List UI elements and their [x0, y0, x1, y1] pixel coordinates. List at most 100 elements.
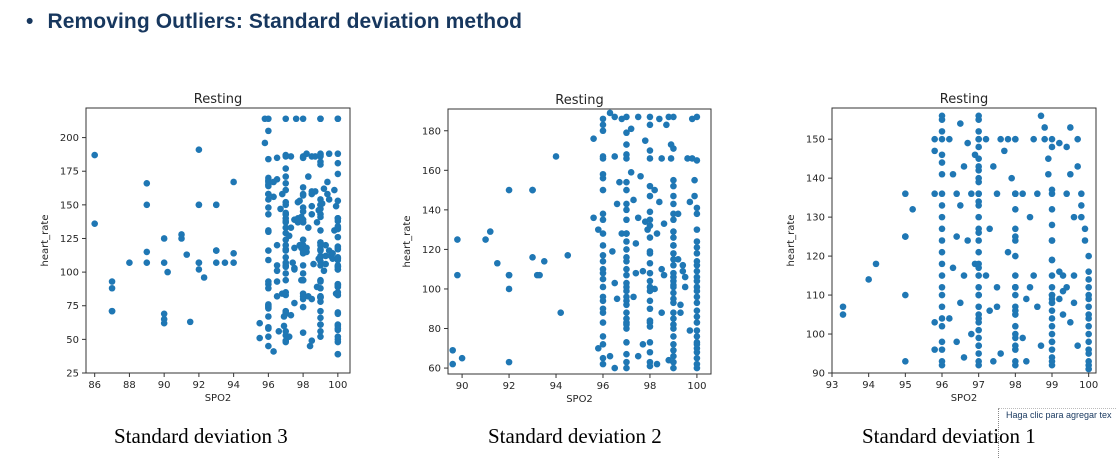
scatter-point: [1085, 283, 1092, 291]
scatter-point: [334, 254, 342, 261]
x-axis-label: SPO2: [566, 394, 593, 405]
scatter-point: [623, 141, 630, 148]
scatter-point: [1012, 252, 1019, 260]
x-tick-label: 98: [644, 381, 657, 392]
scatter-point: [1034, 303, 1041, 311]
scatter-point: [299, 192, 307, 199]
scatter-point: [938, 361, 946, 369]
scatter-point: [454, 271, 461, 279]
scatter-point: [280, 322, 288, 330]
scatter-point: [1085, 322, 1092, 330]
text-placeholder-hint[interactable]: Haga clic para agregar tex: [1006, 410, 1112, 420]
x-tick-label: 92: [503, 381, 516, 392]
scatter-point: [646, 305, 654, 313]
x-tick-label: 93: [826, 380, 839, 391]
scatter-point: [282, 276, 290, 284]
scatter-point: [1037, 112, 1045, 120]
y-tick-label: 200: [60, 133, 79, 144]
scatter-point: [305, 173, 312, 180]
scatter-point: [931, 135, 938, 143]
x-tick-label: 94: [862, 380, 875, 391]
scatter-point: [975, 135, 982, 143]
scatter-point: [599, 186, 607, 194]
scatter-point: [505, 358, 513, 366]
scatter-point: [670, 250, 677, 257]
scatter-point: [599, 155, 607, 162]
scatter-point: [938, 225, 946, 233]
scatter-point: [665, 113, 673, 121]
scatter-point: [1037, 342, 1045, 350]
scatter-point: [975, 163, 982, 170]
scatter-point: [599, 127, 607, 135]
scatter-point: [1012, 283, 1019, 291]
scatter-point: [195, 259, 203, 266]
scatter-point: [287, 224, 295, 232]
scatter-point: [212, 259, 220, 266]
scatter-point: [938, 135, 946, 143]
scatter-point: [505, 186, 513, 194]
scatter-point: [606, 109, 614, 117]
scatter-point: [289, 259, 296, 266]
scatter-point: [160, 310, 168, 318]
scatter-point: [997, 350, 1004, 357]
scatter-point: [679, 267, 687, 275]
scatter-point: [486, 228, 494, 235]
scatter-point: [282, 263, 290, 271]
scatter-point: [599, 275, 607, 283]
scatter-point: [670, 281, 677, 289]
scatter-point: [1074, 342, 1081, 350]
scatter-point: [1085, 365, 1092, 373]
scatter-point: [938, 315, 946, 322]
scatter-point: [334, 170, 342, 178]
scatter-point: [599, 309, 607, 316]
scatter-point: [902, 190, 909, 198]
scatter-point: [505, 271, 513, 279]
scatter-point: [334, 115, 342, 123]
scatter-point: [670, 309, 677, 316]
scatter-point: [273, 262, 281, 269]
scatter-point: [449, 346, 456, 354]
scatter-point: [282, 338, 290, 346]
chart-title: Resting: [555, 93, 603, 108]
scatter-point: [1048, 299, 1056, 307]
scatter-point: [160, 315, 168, 323]
scatter-point: [143, 259, 151, 266]
scatter-point: [964, 139, 971, 147]
scatter-point: [611, 279, 619, 287]
y-tick-label: 180: [422, 126, 441, 137]
scatter-point: [1048, 221, 1056, 229]
scatter-point: [623, 200, 630, 208]
scatter-point: [540, 257, 548, 265]
scatter-point: [1012, 361, 1019, 369]
scatter-point: [658, 155, 665, 162]
scatter-point: [317, 321, 324, 328]
scatter-point: [964, 237, 971, 244]
scatter-point: [623, 271, 630, 279]
scatter-point: [305, 224, 312, 232]
scatter-point: [1023, 295, 1030, 303]
scatter-point: [256, 319, 263, 327]
scatter-point: [693, 244, 701, 251]
text-placeholder-box[interactable]: [998, 408, 1117, 458]
scatter-point: [646, 297, 654, 305]
scatter-point: [320, 185, 328, 193]
scatter-point: [308, 210, 316, 218]
scatter-point: [160, 259, 168, 266]
scatter-point: [975, 303, 982, 311]
scatter-point: [691, 176, 698, 184]
scatter-point: [623, 350, 630, 358]
scatter-point: [291, 244, 298, 252]
scatter-point: [265, 210, 272, 218]
x-tick-label: 98: [1009, 380, 1022, 391]
scatter-point: [299, 303, 307, 311]
scatter-point: [1012, 342, 1019, 350]
scatter-point: [282, 180, 290, 187]
scatter-point: [1012, 190, 1019, 198]
scatter-point: [1074, 163, 1081, 170]
scatter-point: [299, 270, 307, 277]
scatter-point: [1063, 283, 1070, 291]
scatter-point: [681, 273, 689, 281]
scatter-point: [609, 248, 616, 255]
y-tick-label: 60: [428, 364, 441, 375]
